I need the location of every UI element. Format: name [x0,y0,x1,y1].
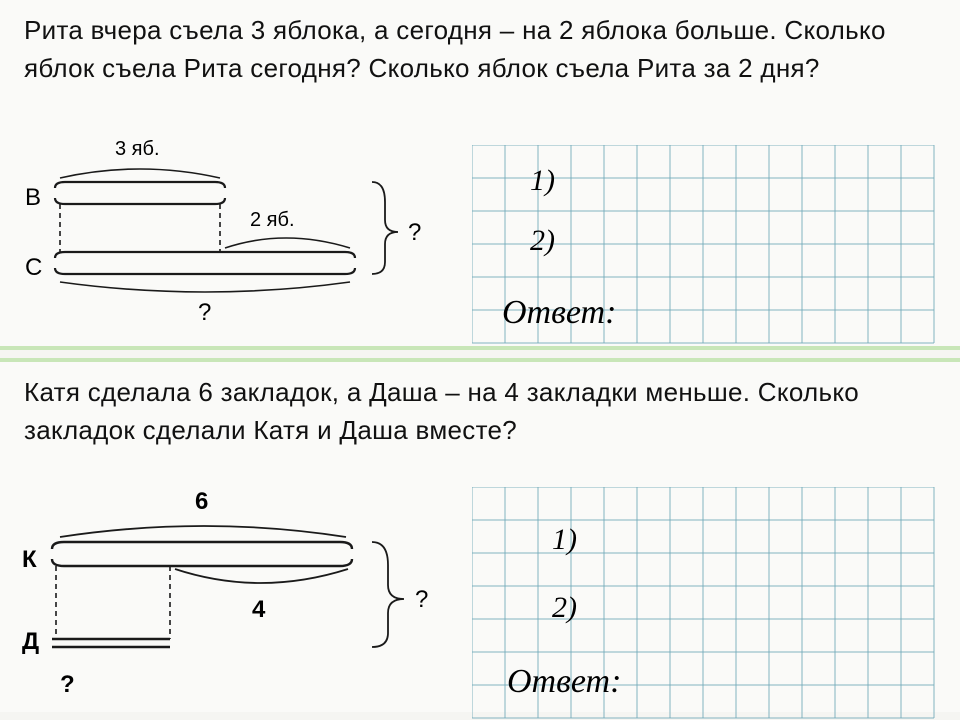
grid-1: 1) 2) Ответ: [472,145,942,345]
bar2-label: С [25,254,42,281]
problem-2-answerbox: 1) 2) Ответ: [472,487,942,719]
unknown-dasha: ? [60,671,75,698]
bar2-label-2: Д [22,628,39,655]
answer-line-2: 2) [530,224,555,257]
bar1-value-2: 6 [195,488,208,515]
unknown-today: ? [198,299,211,326]
diff-value: 4 [252,596,266,623]
problem-1-text: Рита вчера съела 3 яблока, а сегодня – н… [0,0,960,95]
answer-line-2-b: 2) [552,591,577,624]
bar-diagram-1: В 3 яб. С 2 яб. ? [20,140,450,340]
problem-1-answerbox: 1) 2) Ответ: [472,145,942,345]
answer-label-b: Ответ: [507,663,621,700]
answer-line-1-b: 1) [552,523,577,556]
bar-diagram-2: К 6 Д 4 ? ? [20,487,450,707]
bar1-label: В [25,184,41,211]
answer-label: Ответ: [502,294,616,331]
unknown-total-2: ? [415,586,428,613]
grid-2: 1) 2) Ответ: [472,487,942,719]
bar2-extra: 2 яб. [250,209,295,231]
problem-1-diagram: В 3 яб. С 2 яб. ? [20,140,440,340]
bar1-label-2: К [22,546,37,573]
problem-2-text: Катя сделала 6 закладок, а Даша – на 4 з… [0,362,960,457]
problem-1: Рита вчера съела 3 яблока, а сегодня – н… [0,0,960,350]
problem-2-diagram: К 6 Д 4 ? ? [20,487,440,707]
problem-2: Катя сделала 6 закладок, а Даша – на 4 з… [0,358,960,712]
bar1-value: 3 яб. [115,140,160,160]
answer-line-1: 1) [530,164,555,197]
unknown-total: ? [408,219,421,246]
